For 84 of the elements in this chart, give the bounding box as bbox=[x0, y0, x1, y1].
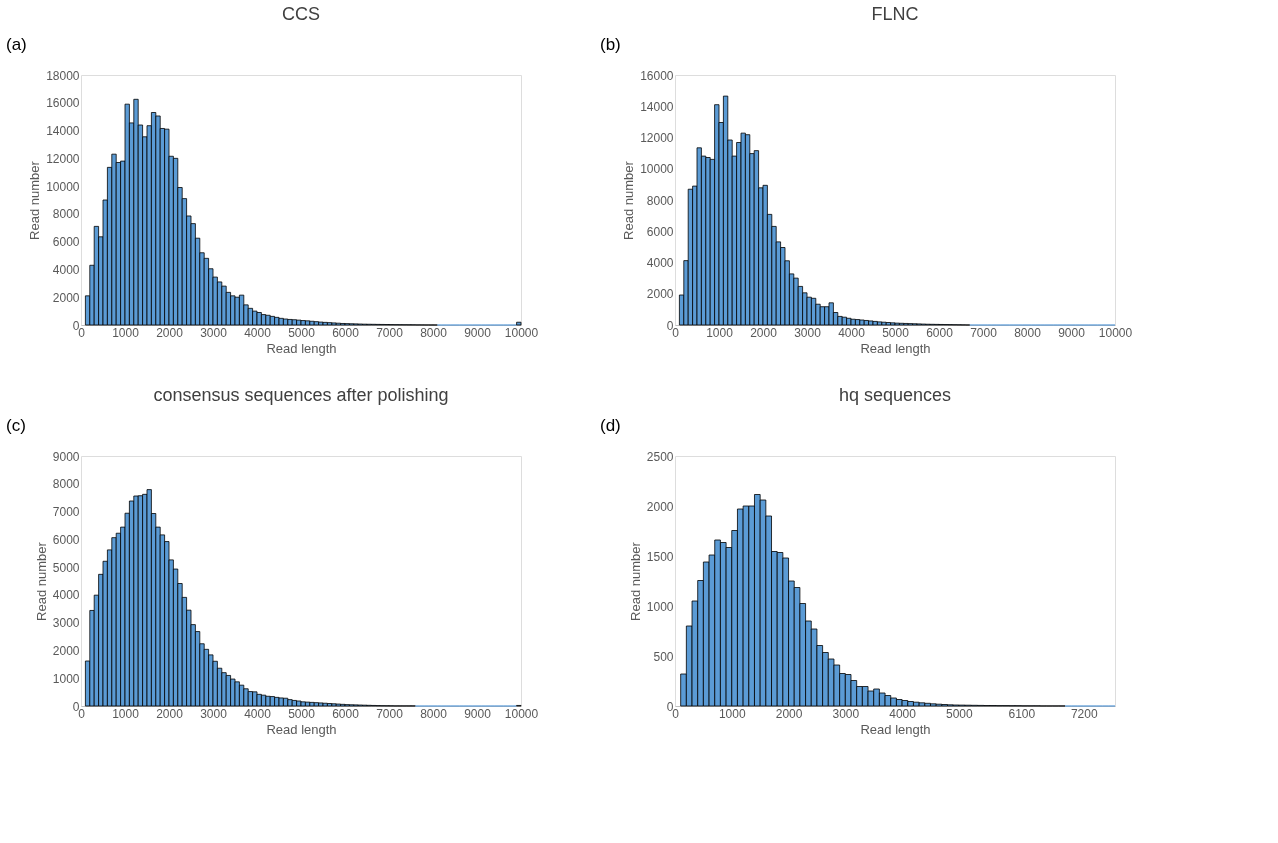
y-tick-label: 18000 bbox=[46, 68, 80, 83]
y-tick-label: 12000 bbox=[46, 151, 80, 166]
y-axis-title: Read number bbox=[621, 160, 637, 240]
text: (d) bbox=[600, 416, 621, 435]
x-tick-label: 2000 bbox=[156, 325, 184, 340]
chart-title: FLNC bbox=[871, 4, 919, 24]
x-tick-label: 8000 bbox=[420, 325, 448, 340]
x-tick-label: 7200 bbox=[1070, 706, 1098, 721]
x-tick-label: 9000 bbox=[1058, 325, 1086, 340]
x-tick-label: 1000 bbox=[112, 706, 140, 721]
x-axis-title: Read length bbox=[860, 721, 931, 737]
x-tick-label: 4000 bbox=[244, 706, 272, 721]
y-tick-label: 10000 bbox=[640, 162, 674, 177]
x-tick-label: 6000 bbox=[332, 325, 360, 340]
y-tick-label: 5000 bbox=[52, 560, 80, 575]
x-axis-title: Read length bbox=[266, 721, 337, 737]
y-tick-label: 16000 bbox=[640, 68, 674, 83]
y-tick-label: 6000 bbox=[52, 532, 80, 547]
x-axis-title: Read length bbox=[860, 340, 931, 356]
x-tick-label: 5000 bbox=[288, 706, 316, 721]
text: (a) bbox=[6, 35, 27, 54]
x-tick-label: 10000 bbox=[504, 706, 539, 721]
y-tick-label: 12000 bbox=[640, 131, 674, 145]
x-tick-label: 2000 bbox=[775, 706, 803, 721]
x-tick-label: 2000 bbox=[156, 706, 184, 721]
x-tick-label: 3000 bbox=[200, 706, 228, 721]
x-tick-label: 10000 bbox=[1098, 325, 1133, 340]
x-tick-label: 4000 bbox=[838, 325, 866, 340]
x-axis-title: Read length bbox=[266, 340, 337, 356]
x-tick-label: 9000 bbox=[464, 325, 492, 340]
y-axis-title: Read number bbox=[33, 541, 49, 621]
chart-title: hq sequences bbox=[838, 385, 952, 405]
x-tick-label: 4000 bbox=[244, 325, 272, 340]
y-tick-label: 6000 bbox=[52, 235, 80, 250]
y-tick-label: 2000 bbox=[52, 643, 80, 658]
x-tick-label: 5000 bbox=[288, 325, 316, 340]
x-tick-label: 1000 bbox=[706, 325, 734, 340]
y-tick-label: 9000 bbox=[52, 449, 80, 464]
y-tick-label: 2000 bbox=[646, 499, 674, 514]
text: (c) bbox=[6, 416, 26, 435]
y-tick-label: 8000 bbox=[52, 477, 80, 492]
y-axis-title: Read number bbox=[627, 541, 643, 621]
x-tick-label: 7000 bbox=[970, 325, 998, 340]
y-tick-label: 7000 bbox=[52, 505, 80, 520]
y-tick-label: 4000 bbox=[52, 588, 80, 603]
x-tick-label: 7000 bbox=[376, 706, 404, 721]
y-tick-label: 16000 bbox=[46, 96, 80, 111]
x-tick-label: 5000 bbox=[946, 706, 974, 721]
x-tick-label: 1000 bbox=[112, 325, 140, 340]
x-tick-label: 6000 bbox=[926, 325, 954, 340]
x-tick-label: 6000 bbox=[332, 706, 360, 721]
x-tick-label: 2000 bbox=[750, 325, 778, 340]
y-tick-label: 10000 bbox=[46, 179, 80, 194]
y-tick-label: 2000 bbox=[52, 290, 80, 305]
y-tick-label: 8000 bbox=[52, 207, 80, 222]
x-tick-label: 1000 bbox=[718, 706, 746, 721]
y-tick-label: 1000 bbox=[52, 671, 80, 686]
x-tick-label: 3000 bbox=[832, 706, 860, 721]
y-tick-label: 14000 bbox=[640, 99, 674, 114]
x-tick-label: 7000 bbox=[376, 325, 404, 340]
y-tick-label: 3000 bbox=[52, 616, 80, 631]
text: (b) bbox=[600, 35, 621, 54]
x-tick-label: 8000 bbox=[420, 706, 448, 721]
y-tick-label: 6000 bbox=[646, 224, 674, 239]
y-axis-title: Read number bbox=[27, 160, 43, 240]
y-tick-label: 4000 bbox=[52, 262, 80, 277]
y-tick-label: 14000 bbox=[46, 124, 80, 139]
y-tick-label: 4000 bbox=[646, 256, 674, 270]
x-tick-label: 9000 bbox=[464, 706, 492, 721]
x-tick-label: 8000 bbox=[1014, 325, 1042, 340]
x-tick-label: 10000 bbox=[504, 325, 539, 340]
y-tick-label: 2500 bbox=[646, 449, 674, 464]
x-tick-label: 5000 bbox=[882, 325, 910, 340]
y-tick-label: 8000 bbox=[646, 193, 674, 208]
x-tick-label: 3000 bbox=[200, 325, 228, 340]
x-tick-label: 6100 bbox=[1008, 706, 1036, 721]
x-tick-label: 4000 bbox=[889, 706, 917, 721]
y-tick-label: 2000 bbox=[646, 287, 674, 302]
chart-title: CCS bbox=[281, 4, 321, 24]
y-tick-label: 1500 bbox=[646, 549, 674, 564]
x-tick-label: 3000 bbox=[794, 325, 822, 340]
y-tick-label: 500 bbox=[653, 649, 674, 664]
chart-title: consensus sequences after polishing bbox=[153, 385, 449, 405]
y-tick-label: 1000 bbox=[646, 599, 674, 614]
